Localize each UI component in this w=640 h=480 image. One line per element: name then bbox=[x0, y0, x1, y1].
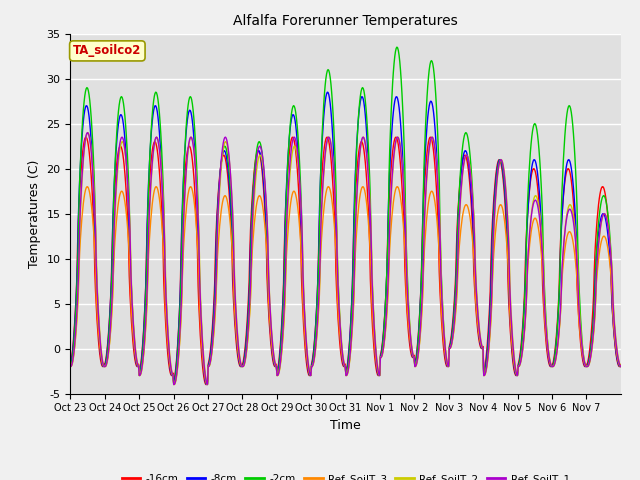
-2cm bbox=[131, 346, 139, 351]
Ref_SoilT_1 bbox=[404, 293, 412, 299]
Ref_SoilT_2 bbox=[435, 190, 442, 195]
Ref_SoilT_1 bbox=[435, 195, 442, 201]
Ref_SoilT_3 bbox=[260, 215, 268, 221]
Line: Ref_SoilT_1: Ref_SoilT_1 bbox=[70, 132, 621, 384]
Title: Alfalfa Forerunner Temperatures: Alfalfa Forerunner Temperatures bbox=[233, 14, 458, 28]
-8cm bbox=[67, 363, 74, 369]
-16cm bbox=[67, 361, 74, 367]
Ref_SoilT_2 bbox=[261, 182, 269, 188]
Line: -2cm: -2cm bbox=[70, 47, 621, 384]
Ref_SoilT_1 bbox=[84, 130, 92, 135]
Ref_SoilT_2 bbox=[171, 382, 179, 387]
-16cm bbox=[131, 357, 139, 363]
-8cm bbox=[404, 304, 412, 310]
Line: -16cm: -16cm bbox=[70, 137, 621, 384]
Ref_SoilT_2 bbox=[132, 348, 140, 354]
-2cm bbox=[617, 364, 625, 370]
Ref_SoilT_2 bbox=[404, 288, 412, 294]
Ref_SoilT_3 bbox=[131, 350, 139, 356]
Y-axis label: Temperatures (C): Temperatures (C) bbox=[28, 159, 41, 268]
Ref_SoilT_3 bbox=[170, 382, 177, 387]
Text: TA_soilco2: TA_soilco2 bbox=[73, 44, 141, 58]
Ref_SoilT_1 bbox=[170, 382, 177, 387]
Ref_SoilT_1 bbox=[234, 335, 241, 340]
Ref_SoilT_2 bbox=[67, 363, 74, 369]
-8cm bbox=[203, 382, 211, 387]
-8cm bbox=[260, 187, 268, 193]
-16cm bbox=[202, 382, 210, 387]
-2cm bbox=[435, 153, 442, 159]
-2cm bbox=[281, 254, 289, 260]
Line: -8cm: -8cm bbox=[70, 92, 621, 384]
-2cm bbox=[393, 44, 401, 50]
Ref_SoilT_1 bbox=[132, 350, 140, 356]
Ref_SoilT_1 bbox=[261, 178, 269, 184]
Ref_SoilT_1 bbox=[282, 260, 289, 266]
Ref_SoilT_3 bbox=[435, 239, 442, 244]
-16cm bbox=[404, 320, 412, 325]
Ref_SoilT_2 bbox=[282, 275, 289, 281]
Legend: -16cm, -8cm, -2cm, Ref_SoilT_3, Ref_SoilT_2, Ref_SoilT_1: -16cm, -8cm, -2cm, Ref_SoilT_3, Ref_Soil… bbox=[117, 470, 574, 480]
-8cm bbox=[131, 352, 139, 358]
-8cm bbox=[281, 226, 289, 232]
-16cm bbox=[233, 347, 241, 352]
-16cm bbox=[392, 134, 400, 140]
Ref_SoilT_2 bbox=[617, 363, 625, 369]
-8cm bbox=[617, 363, 625, 369]
Ref_SoilT_3 bbox=[67, 364, 74, 370]
Line: Ref_SoilT_3: Ref_SoilT_3 bbox=[70, 187, 621, 384]
-16cm bbox=[617, 362, 625, 368]
Ref_SoilT_3 bbox=[404, 311, 412, 317]
-8cm bbox=[323, 89, 331, 95]
-2cm bbox=[260, 172, 268, 178]
Ref_SoilT_3 bbox=[617, 364, 625, 370]
-8cm bbox=[435, 196, 442, 202]
Line: Ref_SoilT_2: Ref_SoilT_2 bbox=[70, 132, 621, 384]
-16cm bbox=[281, 222, 289, 228]
X-axis label: Time: Time bbox=[330, 419, 361, 432]
Ref_SoilT_2 bbox=[234, 332, 241, 337]
-16cm bbox=[435, 235, 442, 240]
Ref_SoilT_3 bbox=[233, 337, 241, 343]
-2cm bbox=[233, 334, 241, 339]
-2cm bbox=[404, 282, 412, 288]
-8cm bbox=[233, 340, 241, 346]
Ref_SoilT_3 bbox=[281, 299, 289, 305]
-2cm bbox=[170, 382, 177, 387]
-2cm bbox=[67, 363, 74, 369]
Ref_SoilT_1 bbox=[67, 364, 74, 370]
Ref_SoilT_3 bbox=[393, 184, 401, 190]
-16cm bbox=[260, 195, 268, 201]
Ref_SoilT_1 bbox=[617, 364, 625, 370]
Ref_SoilT_2 bbox=[84, 130, 92, 135]
